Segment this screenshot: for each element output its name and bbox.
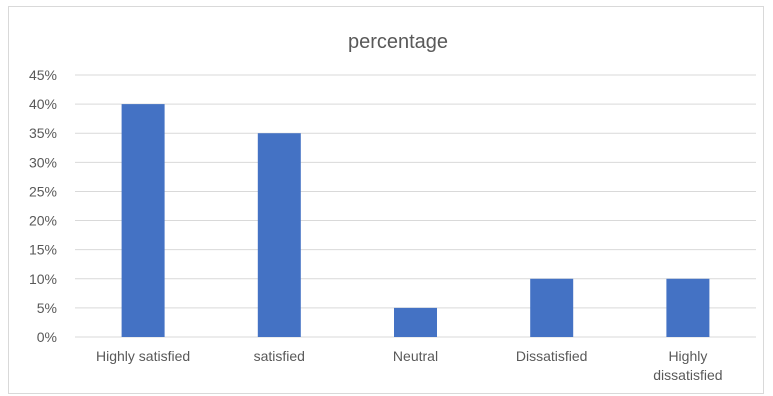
y-tick-label: 30% (29, 154, 57, 170)
chart-title: percentage (348, 31, 448, 53)
category-label: satisfied (254, 348, 305, 364)
gridlines (75, 74, 756, 338)
y-tick-label: 10% (29, 271, 57, 287)
bars (121, 104, 710, 337)
bar-5 (666, 278, 710, 337)
y-tick-label: 40% (29, 96, 57, 112)
y-tick-label: 20% (29, 213, 57, 229)
bar-4 (530, 278, 574, 337)
bar-2 (257, 133, 301, 337)
y-tick-label: 5% (37, 300, 57, 316)
y-tick-label: 15% (29, 242, 57, 258)
y-tick-label: 25% (29, 183, 57, 199)
bar-3 (394, 307, 437, 337)
y-tick-label: 35% (29, 125, 57, 141)
category-label: Highly satisfied (96, 348, 190, 364)
bar-1 (121, 104, 165, 337)
y-tick-label: 0% (37, 329, 57, 345)
category-label: Dissatisfied (516, 348, 588, 364)
category-label: Neutral (393, 348, 438, 364)
x-axis-category-labels: Highly satisfied satisfied Neutral Dissatis… (96, 348, 723, 383)
y-axis-tick-labels: 0% 5% 10% 15% 20% 25% 30% 35% 40% 45% (29, 67, 57, 345)
y-tick-label: 45% (29, 67, 57, 83)
category-label: Highly dissatisfied (653, 348, 722, 383)
